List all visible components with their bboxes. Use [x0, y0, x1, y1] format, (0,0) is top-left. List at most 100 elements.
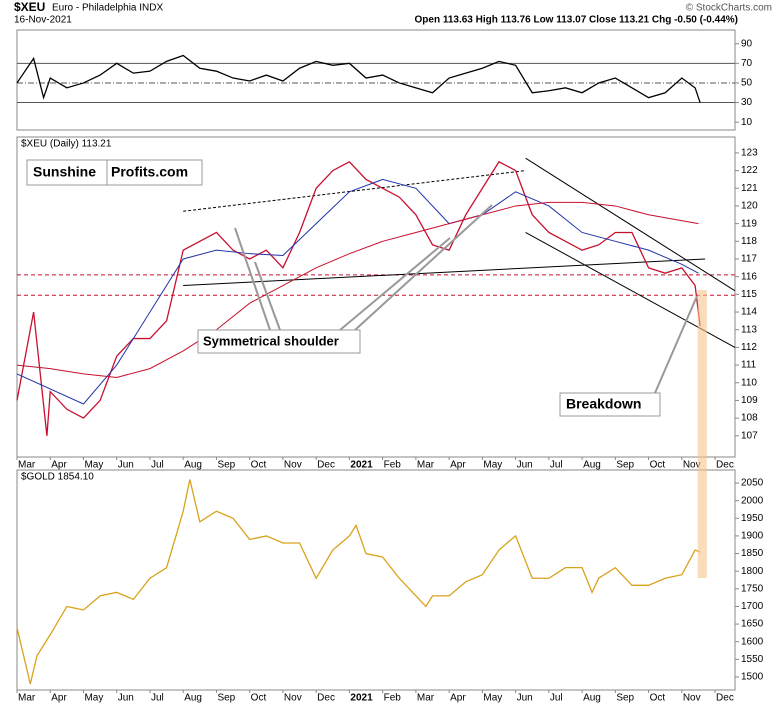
- pointer: [654, 295, 698, 394]
- y-tick-label: 121: [741, 183, 758, 194]
- panel-label: $GOLD 1854.10: [21, 472, 94, 483]
- x-tick-label: Apr: [450, 693, 466, 704]
- x-tick-label: Jun: [118, 460, 134, 471]
- x-tick-label: Mar: [417, 693, 435, 704]
- y-tick-label: 113: [741, 324, 757, 335]
- x-tick-label: Oct: [650, 460, 666, 471]
- x-tick-label: Nov: [683, 693, 701, 704]
- x-tick-label: Jun: [517, 460, 533, 471]
- x-tick-label: Oct: [650, 693, 666, 704]
- y-tick-label: 90: [741, 38, 753, 49]
- y-tick-label: 1800: [741, 566, 764, 577]
- y-tick-label: 109: [741, 395, 758, 406]
- y-tick-label: 10: [741, 117, 753, 128]
- y-tick-label: 30: [741, 97, 753, 108]
- x-tick-label: Dec: [317, 693, 335, 704]
- series-line: [16, 160, 701, 436]
- y-tick-label: 111: [741, 360, 757, 371]
- annotation: Breakdown: [566, 396, 641, 412]
- x-tick-label: Apr: [51, 460, 67, 471]
- pointer: [254, 261, 281, 331]
- x-tick-label: Aug: [184, 693, 202, 704]
- x-tick-label: Jun: [118, 693, 134, 704]
- x-tick-label: Mar: [417, 460, 435, 471]
- panel-label: $XEU (Daily) 113.21: [21, 139, 112, 150]
- y-tick-label: 116: [741, 271, 757, 282]
- trend-line: [183, 258, 706, 287]
- panel: [16, 136, 736, 458]
- y-tick-label: 107: [741, 430, 758, 441]
- y-tick-label: 1650: [741, 619, 764, 630]
- x-tick-label: Sep: [616, 460, 634, 471]
- x-tick-label: Jul: [550, 693, 563, 704]
- x-tick-label: Oct: [251, 460, 267, 471]
- x-tick-label: Aug: [583, 460, 601, 471]
- x-tick-label: Sep: [217, 693, 235, 704]
- pointer: [234, 227, 271, 331]
- y-tick-label: 118: [741, 236, 757, 247]
- x-tick-label: Apr: [450, 460, 466, 471]
- x-tick-label: Feb: [384, 460, 402, 471]
- x-tick-label: Jul: [550, 460, 563, 471]
- x-tick-label: Jul: [151, 693, 164, 704]
- y-tick-label: 1700: [741, 601, 764, 612]
- y-tick-label: 1500: [741, 672, 764, 683]
- logo-black: Profits.com: [111, 164, 188, 180]
- y-tick-label: 1550: [741, 654, 764, 665]
- y-tick-label: 115: [741, 289, 757, 300]
- y-tick-label: 1900: [741, 531, 764, 542]
- x-tick-label: Dec: [716, 693, 734, 704]
- x-tick-label: 2021: [350, 460, 373, 471]
- y-tick-label: 1600: [741, 636, 764, 647]
- instrument-name: Euro - Philadelphia INDX: [52, 3, 163, 14]
- y-tick-label: 117: [741, 254, 757, 265]
- panel: [16, 469, 736, 691]
- y-tick-label: 70: [741, 58, 753, 69]
- x-tick-label: Apr: [51, 693, 67, 704]
- x-tick-label: Dec: [317, 460, 335, 471]
- y-tick-label: 1750: [741, 583, 764, 594]
- x-tick-label: Jun: [517, 693, 533, 704]
- y-tick-label: 122: [741, 165, 758, 176]
- y-tick-label: 1850: [741, 548, 764, 559]
- y-tick-label: 2050: [741, 478, 764, 489]
- annotation-box: [197, 329, 361, 354]
- x-tick-label: Sep: [616, 693, 634, 704]
- credit: © StockCharts.com: [686, 3, 772, 14]
- x-tick-label: Feb: [384, 693, 402, 704]
- ohlc: Open 113.63 High 113.76 Low 113.07 Close…: [415, 15, 739, 26]
- annotation: Symmetrical shoulder: [203, 333, 339, 348]
- date: 16-Nov-2021: [14, 15, 72, 26]
- trend-line: [525, 157, 736, 292]
- annotation-box: [559, 392, 661, 417]
- series-line: [16, 54, 701, 103]
- y-tick-label: 120: [741, 201, 758, 212]
- x-tick-label: Nov: [284, 460, 302, 471]
- logo-red: Sunshine: [33, 164, 96, 180]
- x-tick-label: Jul: [151, 460, 164, 471]
- x-tick-label: Nov: [284, 693, 302, 704]
- logo-box: [26, 159, 203, 186]
- x-tick-label: May: [84, 693, 103, 704]
- y-tick-label: 1950: [741, 513, 764, 524]
- series-line: [16, 479, 701, 685]
- y-tick-label: 50: [741, 78, 753, 89]
- x-tick-label: Mar: [18, 693, 36, 704]
- pointer: [339, 237, 451, 331]
- panel: [16, 29, 736, 131]
- x-tick-label: Sep: [217, 460, 235, 471]
- y-tick-label: 114: [741, 307, 757, 318]
- y-tick-label: 119: [741, 218, 757, 229]
- y-tick-label: 108: [741, 413, 758, 424]
- x-tick-label: Aug: [184, 460, 202, 471]
- symbol: $XEU: [14, 0, 45, 14]
- x-tick-label: May: [483, 693, 502, 704]
- y-tick-label: 110: [741, 377, 757, 388]
- x-tick-label: May: [84, 460, 103, 471]
- y-tick-label: 2000: [741, 495, 764, 506]
- x-tick-label: Mar: [18, 460, 36, 471]
- y-tick-label: 123: [741, 148, 758, 159]
- trend-line: [183, 170, 526, 212]
- x-tick-label: 2021: [350, 693, 373, 704]
